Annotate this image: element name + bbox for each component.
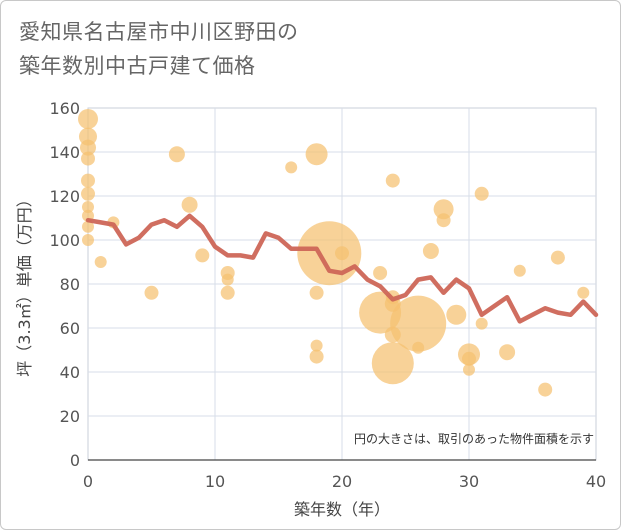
y-tick-label: 100	[49, 231, 80, 250]
y-tick-label: 0	[70, 451, 80, 470]
data-bubble	[462, 351, 476, 366]
y-tick-label: 40	[60, 363, 80, 382]
average-line-layer	[85, 213, 599, 324]
data-bubble	[335, 246, 349, 261]
data-bubble	[285, 161, 298, 174]
average-price-line	[85, 213, 599, 324]
y-tick-label: 120	[49, 187, 80, 206]
data-bubble	[82, 234, 94, 246]
y-tick-label: 60	[60, 319, 80, 338]
data-bubble	[499, 344, 516, 361]
data-bubble	[305, 143, 328, 166]
data-bubble	[181, 196, 198, 213]
x-tick-label: 30	[459, 472, 479, 491]
chart-title-line-1: 愛知県名古屋市中川区野田の	[19, 20, 299, 44]
data-bubble	[310, 339, 323, 352]
data-bubble	[390, 295, 447, 352]
data-bubble	[144, 285, 159, 300]
data-bubble	[577, 286, 590, 299]
data-bubble	[446, 304, 467, 325]
data-bubble	[436, 213, 451, 228]
data-bubble	[475, 317, 488, 330]
data-bubble	[463, 363, 475, 376]
data-bubble	[513, 264, 526, 277]
data-bubble	[78, 109, 98, 129]
x-axis-label: 築年数（年）	[294, 500, 390, 519]
x-tick-label: 40	[586, 472, 606, 491]
size-note: 円の大きさは、取引のあった物件面積を示す	[354, 431, 594, 446]
data-bubble	[82, 220, 94, 233]
data-bubble	[422, 243, 439, 259]
y-tick-label: 140	[49, 143, 80, 162]
data-bubble	[309, 285, 324, 300]
data-bubble	[412, 341, 425, 354]
data-bubble	[373, 266, 388, 280]
data-bubble	[474, 186, 489, 201]
data-bubble	[168, 146, 185, 163]
data-bubble	[195, 248, 210, 263]
data-bubble	[309, 349, 324, 364]
data-bubble	[538, 382, 553, 397]
chart-title: 愛知県名古屋市中川区野田の 築年数別中古戸建て価格	[19, 15, 579, 83]
grid-lines	[87, 107, 597, 461]
data-bubble	[433, 199, 454, 220]
data-bubble	[221, 273, 234, 286]
data-bubble	[371, 342, 414, 385]
tick-labels: 0 20 40 60 80 100 120 140 160 0 10 20 30 40	[49, 99, 606, 491]
chart-title-line-2: 築年数別中古戸建て価格	[19, 54, 256, 78]
data-bubble	[550, 250, 565, 265]
y-axis-label: 坪（3.3㎡）単価（万円）	[15, 191, 34, 376]
data-bubble	[385, 173, 400, 188]
x-tick-label: 0	[83, 472, 93, 491]
data-bubble	[220, 285, 235, 300]
data-bubble	[81, 151, 95, 166]
data-bubble	[80, 139, 96, 156]
data-bubble	[81, 173, 95, 188]
data-bubble	[82, 201, 94, 213]
y-tick-label: 20	[60, 407, 80, 426]
y-tick-label: 80	[60, 275, 80, 294]
y-tick-label: 160	[49, 99, 80, 118]
data-bubble	[94, 256, 107, 268]
x-tick-label: 10	[205, 472, 225, 491]
data-bubble	[81, 186, 95, 201]
data-bubble	[297, 221, 362, 286]
x-tick-label: 20	[332, 472, 352, 491]
